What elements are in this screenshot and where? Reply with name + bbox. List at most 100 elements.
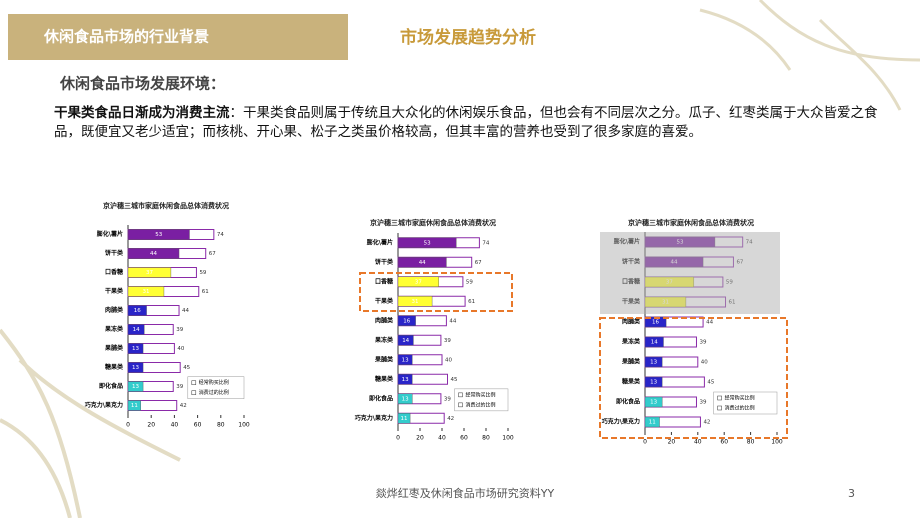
value-label: 14 — [651, 340, 658, 346]
x-tick-label: 80 — [747, 439, 755, 446]
x-tick-label: 80 — [217, 422, 225, 429]
section-banner — [8, 14, 348, 60]
value-label: 61 — [202, 289, 209, 295]
x-tick-label: 0 — [396, 435, 400, 442]
branch-decoration — [699, 0, 920, 111]
category-label: 肉脯类 — [375, 316, 394, 324]
bar — [397, 393, 413, 404]
value-label: 42 — [447, 416, 454, 422]
legend-label: 经常购买比例 — [199, 379, 229, 386]
bar — [644, 336, 664, 348]
value-label: 31 — [412, 299, 419, 305]
bar — [397, 374, 413, 385]
value-label: 45 — [707, 380, 714, 386]
legend-swatch — [458, 392, 463, 398]
legend-box — [187, 376, 245, 399]
x-tick-label: 100 — [238, 422, 250, 429]
category-label: 肉脯类 — [622, 318, 641, 326]
value-label: 44 — [706, 320, 713, 326]
category-label: 干果类 — [375, 297, 394, 305]
subtitle: 休闲食品市场发展环境： — [59, 75, 225, 93]
bar — [127, 286, 165, 297]
x-tick-label: 80 — [482, 435, 490, 442]
legend-swatch — [458, 402, 463, 408]
value-label: 14 — [402, 338, 409, 344]
x-tick-label: 100 — [502, 435, 514, 442]
category-label: 巧克力\果克力 — [85, 401, 123, 409]
bar — [644, 396, 663, 408]
legend-box — [713, 391, 778, 415]
bar — [127, 400, 141, 411]
bar — [397, 257, 447, 268]
highlight-box — [359, 272, 513, 312]
category-label: 果脯类 — [621, 358, 641, 366]
value-label: 40 — [177, 346, 184, 352]
bar — [644, 356, 663, 368]
bar — [127, 267, 172, 278]
value-label: 11 — [649, 420, 656, 426]
category-label: 果冻类 — [374, 336, 394, 344]
value-label: 16 — [652, 320, 659, 326]
bar — [127, 305, 147, 316]
value-label: 44 — [182, 308, 189, 314]
bar — [644, 376, 663, 388]
value-label: 37 — [146, 270, 153, 276]
x-tick-label: 60 — [720, 439, 728, 446]
x-tick-label: 40 — [171, 422, 179, 429]
slide-title: 市场发展趋势分析 — [400, 27, 536, 48]
category-label: 口香糖 — [105, 268, 123, 276]
value-label: 59 — [199, 270, 206, 276]
x-tick-label: 20 — [147, 422, 155, 429]
value-label: 13 — [402, 357, 409, 363]
value-label: 16 — [134, 308, 141, 314]
category-label: 果冻类 — [621, 338, 641, 346]
bar — [127, 229, 190, 240]
value-label: 13 — [132, 384, 139, 390]
bar — [127, 381, 144, 392]
legend-label: 经常购买比例 — [466, 391, 496, 398]
value-label: 11 — [401, 416, 408, 422]
footer-text: 燚烨红枣及休闲食品市场研究资料YY — [376, 486, 555, 500]
bar — [397, 296, 433, 307]
category-label: 干果类 — [105, 287, 124, 295]
value-label: 13 — [132, 365, 139, 371]
bar — [397, 335, 414, 346]
legend-swatch — [717, 395, 722, 401]
bar — [397, 276, 439, 287]
value-label: 53 — [155, 232, 162, 238]
category-label: 糖果类 — [375, 375, 394, 383]
value-label: 40 — [701, 360, 708, 366]
category-label: 膨化\薯片 — [366, 238, 393, 246]
value-label: 42 — [703, 420, 710, 426]
value-label: 45 — [183, 365, 190, 371]
category-label: 巧克力\果克力 — [355, 414, 393, 422]
value-label: 44 — [449, 318, 456, 324]
page-number: 3 — [848, 487, 855, 500]
paragraph: 干果类食品日渐成为消费主流：干果类食品则属于传统且大众化的休闲娱乐食品，但也会有… — [54, 104, 894, 142]
category-label: 口香糖 — [375, 277, 393, 285]
category-label: 即化食品 — [616, 398, 640, 406]
category-label: 即化食品 — [369, 394, 393, 402]
category-label: 糖果类 — [105, 363, 124, 371]
section-title: 休闲食品市场的行业背景 — [43, 28, 209, 46]
category-label: 饼干类 — [374, 258, 394, 266]
bar — [644, 416, 660, 428]
category-label: 饼干类 — [104, 249, 124, 257]
value-label: 39 — [176, 327, 183, 333]
value-label: 13 — [650, 360, 657, 366]
x-tick-label: 20 — [416, 435, 424, 442]
category-label: 果脯类 — [374, 355, 394, 363]
legend-box — [454, 388, 509, 412]
category-label: 果脯类 — [104, 344, 124, 352]
chart-title: 京沪穗三城市家庭休闲食品总体消费状况 — [370, 218, 496, 227]
value-label: 11 — [131, 403, 138, 409]
bar — [127, 248, 180, 259]
legend-swatch — [191, 380, 197, 385]
bar — [127, 324, 145, 335]
category-label: 肉脯类 — [105, 306, 124, 314]
category-label: 糖果类 — [622, 378, 641, 386]
value-label: 13 — [402, 396, 409, 402]
legend-label: 消费过的比例 — [725, 405, 755, 412]
legend-swatch — [191, 390, 197, 395]
